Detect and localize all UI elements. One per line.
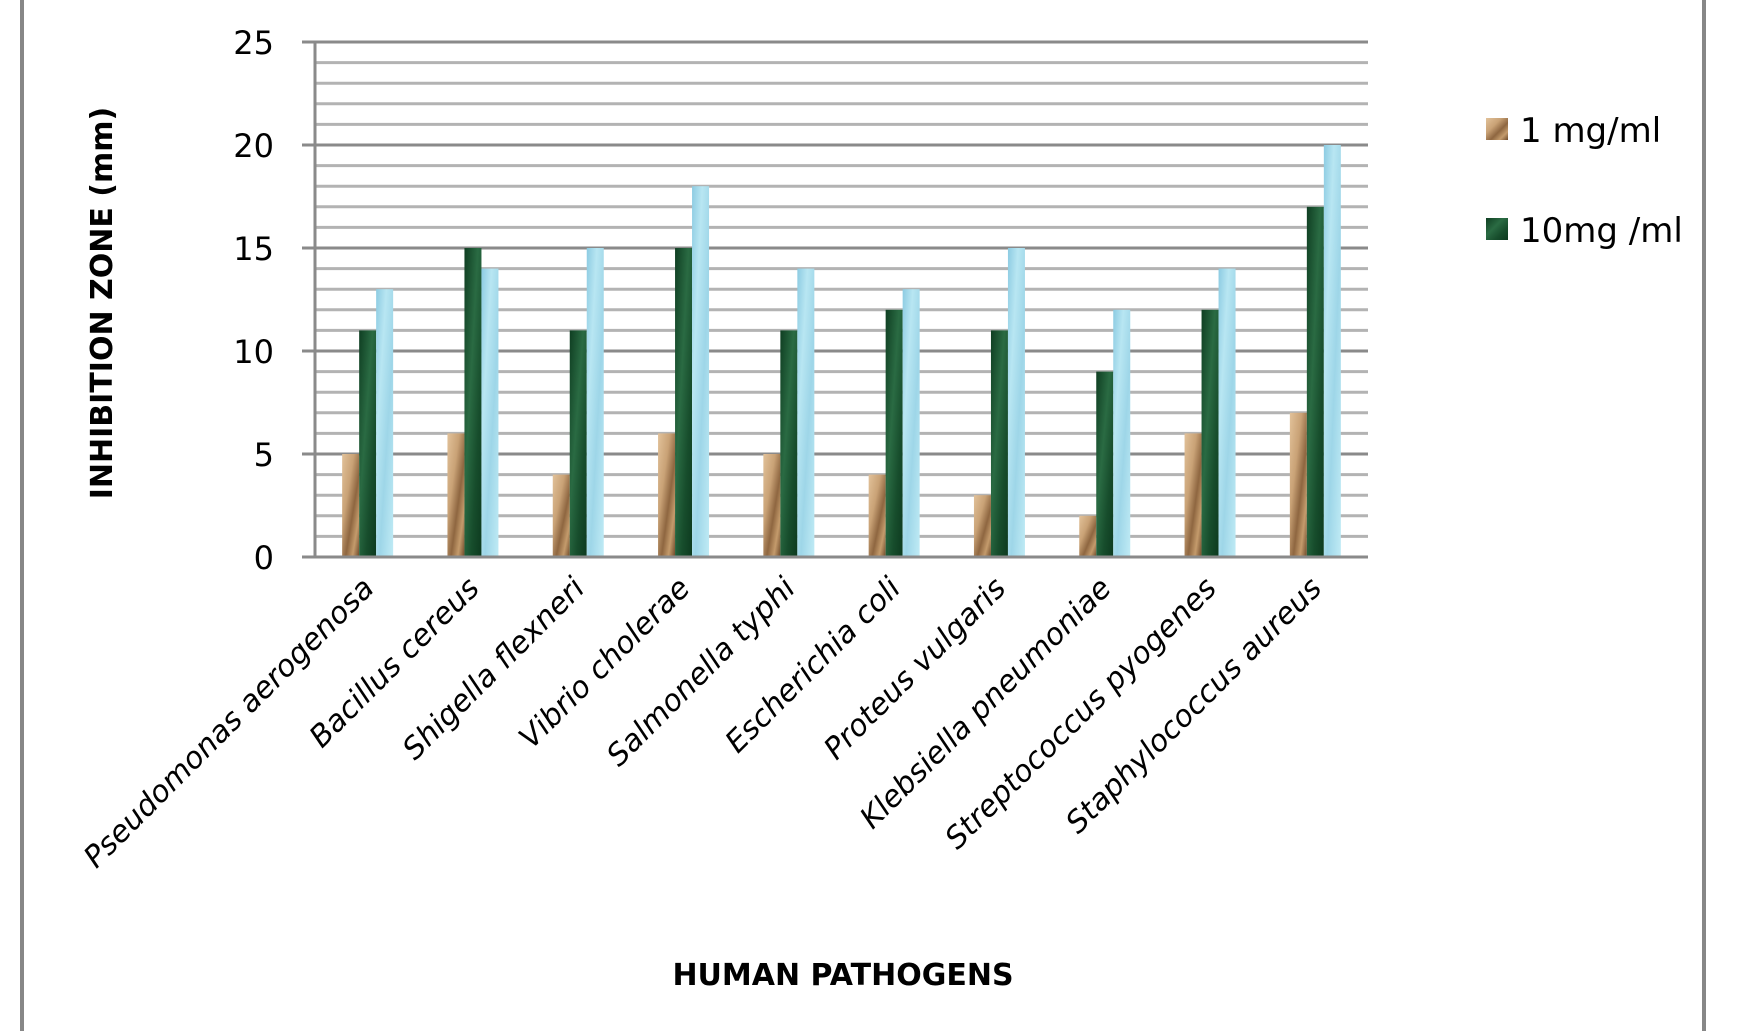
bar-series3 — [692, 186, 710, 557]
bar-1mg — [342, 454, 360, 557]
chart-frame-right-border — [1702, 0, 1706, 1031]
bar-10mg — [990, 330, 1008, 557]
bar-series3 — [1007, 248, 1025, 557]
bar-1mg — [763, 454, 781, 557]
bar-series3 — [1323, 145, 1341, 557]
bar-series3 — [1218, 268, 1236, 557]
bar-1mg — [973, 495, 991, 557]
x-category-label: Salmonella typhi — [600, 570, 803, 773]
legend: 1 mg/ml 10mg /ml — [1486, 111, 1683, 251]
bar-series3 — [902, 289, 920, 557]
bar-10mg — [885, 309, 903, 557]
bar-1mg — [552, 474, 570, 557]
y-tick-label: 5 — [254, 436, 274, 474]
bar-1mg — [1289, 412, 1307, 557]
y-axis-tick-labels: 0 5 10 15 20 25 — [233, 24, 274, 577]
bar-1mg — [1184, 433, 1202, 557]
bar-series3 — [1113, 309, 1131, 557]
bar-10mg — [1201, 309, 1219, 557]
bar-10mg — [359, 330, 377, 557]
bar-series3 — [797, 268, 815, 557]
bar-10mg — [1306, 206, 1324, 558]
x-category-label: Escherichia coli — [719, 570, 909, 760]
bars-group — [342, 145, 1341, 558]
bar-10mg — [569, 330, 587, 557]
y-tick-label: 25 — [233, 24, 274, 62]
legend-label-1mg: 1 mg/ml — [1520, 111, 1661, 151]
bar-10mg — [675, 248, 693, 557]
legend-label-10mg: 10mg /ml — [1520, 211, 1683, 251]
bar-1mg — [1079, 515, 1097, 557]
bar-1mg — [447, 433, 465, 557]
bar-10mg — [780, 330, 798, 557]
legend-swatch-1mg — [1486, 118, 1508, 140]
chart-frame-left-border — [20, 0, 24, 1031]
y-tick-label: 10 — [233, 333, 274, 371]
bar-1mg — [868, 474, 886, 557]
y-tick-label: 20 — [233, 127, 274, 165]
bar-series3 — [376, 289, 394, 557]
bar-1mg — [658, 433, 676, 557]
y-axis-title: INHIBITION ZONE (mm) — [85, 107, 120, 500]
bar-series3 — [586, 248, 604, 557]
x-axis-title: HUMAN PATHOGENS — [672, 958, 1013, 993]
x-category-label: Shigella flexneri — [396, 570, 592, 766]
bar-series3 — [481, 268, 499, 557]
y-tick-label: 0 — [254, 539, 274, 577]
axes — [302, 42, 1368, 559]
y-tick-label: 15 — [233, 230, 274, 268]
x-category-label: Proteus vulgaris — [817, 571, 1013, 767]
bar-10mg — [1096, 371, 1114, 557]
legend-swatch-10mg — [1486, 218, 1508, 240]
bar-10mg — [464, 248, 482, 557]
